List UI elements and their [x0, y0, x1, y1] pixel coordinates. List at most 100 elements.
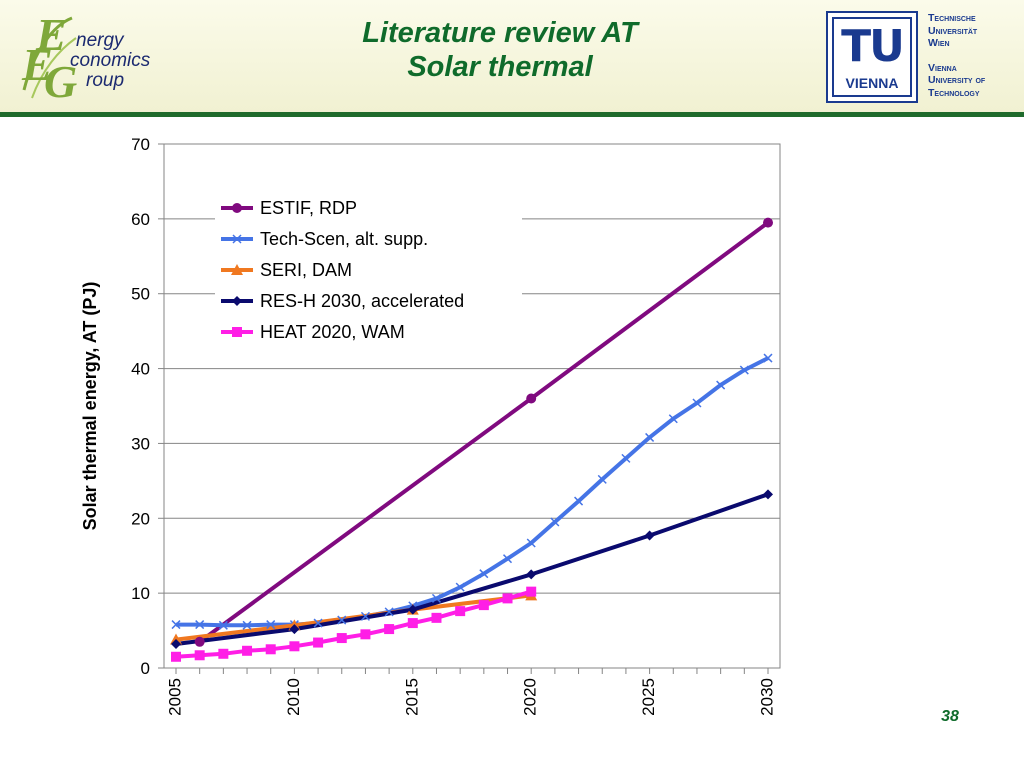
- data-point-series-2: [597, 474, 607, 484]
- data-point-series-2: [574, 496, 584, 506]
- tu-name-line: Technology: [928, 86, 980, 99]
- data-point-series-2: [360, 611, 370, 621]
- y-axis-title: Solar thermal energy, AT (PJ): [80, 282, 100, 531]
- logo-letter-e1: E: [36, 9, 67, 60]
- data-point-series-2: [692, 398, 702, 408]
- slide-header: E E G nergy conomics roup Literature rev…: [0, 0, 1024, 112]
- data-point-series-2: [526, 538, 536, 548]
- header-divider: [0, 112, 1024, 117]
- data-point-series-5: [218, 648, 229, 659]
- legend-marker: [232, 234, 242, 244]
- data-point-series-5: [360, 629, 371, 640]
- legend-label: ESTIF, RDP: [260, 198, 357, 218]
- data-point-series-5: [265, 644, 276, 655]
- legend-marker: [232, 327, 242, 337]
- data-point-series-2: [195, 620, 205, 630]
- data-point-series-2: [384, 607, 394, 617]
- tu-name-line: Universität: [928, 24, 978, 37]
- data-point-series-1: [763, 217, 773, 228]
- data-point-series-5: [194, 650, 205, 661]
- y-tick-label: 10: [131, 584, 150, 603]
- legend-marker: [232, 296, 242, 306]
- data-point-series-2: [455, 582, 465, 592]
- data-point-series-5: [384, 624, 395, 635]
- series-line-4: [175, 492, 769, 646]
- data-point-series-2: [739, 365, 749, 375]
- x-tick-label: 2010: [284, 678, 303, 716]
- legend-marker: [231, 264, 243, 275]
- logo-word-economics: conomics: [70, 50, 151, 71]
- slide-title: Literature review AT Solar thermal: [260, 16, 740, 84]
- y-tick-label: 30: [131, 434, 150, 453]
- x-tick-label: 2025: [639, 678, 658, 716]
- tu-logo-city: VIENNA: [845, 75, 899, 91]
- legend-box: [215, 190, 522, 357]
- logo-word-energy: nergy: [76, 30, 124, 51]
- legend-label: HEAT 2020, WAM: [260, 322, 405, 342]
- y-tick-label: 70: [131, 135, 150, 154]
- data-point-series-5: [242, 645, 253, 656]
- data-point-series-5: [455, 606, 466, 617]
- slide-title-line-1: Literature review AT: [362, 17, 638, 49]
- data-point-series-2: [668, 414, 678, 424]
- data-point-series-5: [313, 637, 324, 648]
- data-point-series-2: [337, 615, 347, 625]
- y-tick-label: 50: [131, 285, 150, 304]
- data-point-series-4: [763, 489, 773, 500]
- page-number: 38: [941, 708, 959, 725]
- data-point-series-5: [478, 600, 489, 611]
- data-point-series-2: [171, 620, 181, 630]
- data-point-series-2: [621, 453, 631, 463]
- data-point-series-2: [763, 353, 773, 363]
- logo-letter-e2: E: [22, 39, 53, 90]
- x-tick-label: 2015: [402, 678, 421, 716]
- series-line-5: [175, 589, 532, 659]
- legend-label: Tech-Scen, alt. supp.: [260, 229, 428, 249]
- slide-title-line-2: Solar thermal: [407, 51, 593, 83]
- data-point-series-2: [431, 593, 442, 603]
- tu-name-line: Vienna: [928, 61, 957, 74]
- y-tick-label: 0: [141, 659, 150, 678]
- tu-name-line: Technische: [928, 12, 976, 24]
- tu-vienna-logo: TU VIENNA: [826, 11, 918, 103]
- logo-word-group: roup: [86, 70, 125, 91]
- data-point-series-5: [407, 618, 418, 629]
- x-tick-label: 2020: [521, 678, 540, 716]
- tu-name-line: University of: [928, 74, 986, 86]
- data-point-series-5: [289, 641, 300, 652]
- x-tick-label: 2030: [757, 678, 776, 716]
- data-point-series-2: [716, 380, 726, 390]
- data-point-series-1: [194, 636, 205, 647]
- data-point-series-4: [289, 624, 300, 635]
- data-point-series-1: [526, 393, 537, 404]
- data-point-series-2: [479, 569, 489, 579]
- data-point-series-4: [407, 604, 418, 615]
- data-point-series-4: [526, 569, 537, 580]
- y-tick-label: 20: [131, 509, 150, 528]
- data-point-series-4: [171, 639, 181, 650]
- data-point-series-2: [242, 620, 252, 630]
- legend-label: RES-H 2030, accelerated: [260, 291, 464, 311]
- data-point-series-2: [313, 618, 323, 628]
- data-point-series-5: [502, 593, 513, 604]
- data-point-series-2: [550, 517, 560, 527]
- data-point-series-2: [218, 620, 228, 630]
- data-point-series-2: [266, 620, 276, 630]
- energy-economics-group-logo: E E G nergy conomics roup: [14, 9, 164, 107]
- x-tick-label: 2005: [165, 678, 184, 716]
- plot-area: [163, 143, 781, 669]
- series-line-2: [176, 356, 769, 628]
- logo-letter-g: G: [44, 56, 78, 107]
- y-tick-label: 40: [131, 360, 150, 379]
- tu-logo-mark: TU: [841, 21, 905, 72]
- data-point-series-2: [645, 432, 655, 442]
- legend-label: SERI, DAM: [260, 260, 352, 280]
- tu-name-line: Wien: [928, 37, 950, 49]
- legend-marker: [232, 203, 242, 213]
- data-point-series-5: [336, 633, 347, 644]
- data-point-series-4: [644, 530, 655, 541]
- data-point-series-5: [171, 651, 181, 662]
- tu-vienna-name: Technische Universität Wien Vienna Unive…: [928, 12, 1024, 99]
- y-tick-label: 60: [131, 210, 150, 229]
